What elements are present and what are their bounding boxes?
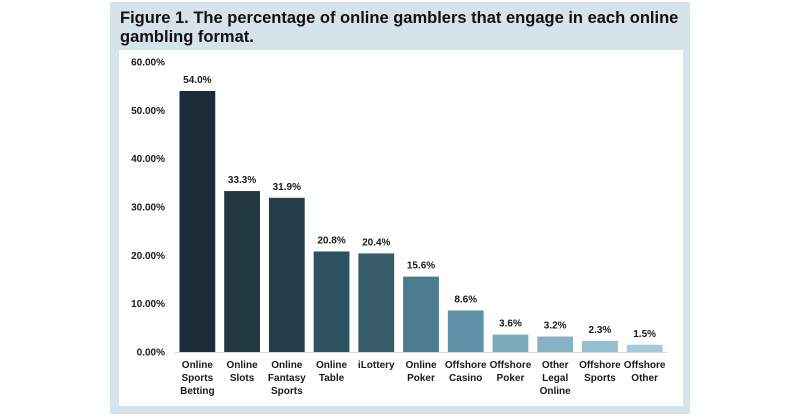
- x-category-label: Offshore Poker: [490, 360, 532, 384]
- x-category-label: Online Sports Betting: [180, 360, 214, 397]
- bar: [492, 334, 529, 352]
- y-tick-label: 30.00%: [131, 203, 165, 214]
- x-category-label: Online Fantasy Sports: [268, 360, 306, 397]
- bar: [403, 276, 439, 352]
- bar: [582, 340, 618, 352]
- bar: [626, 344, 663, 352]
- y-tick-label: 10.00%: [131, 299, 165, 310]
- bar-value-label: 20.8%: [317, 235, 345, 246]
- chart-title: Figure 1. The percentage of online gambl…: [120, 9, 679, 46]
- bar-value-label: 31.9%: [273, 182, 301, 193]
- y-tick-label: 40.00%: [131, 154, 165, 165]
- bar: [358, 253, 395, 352]
- x-category-label: Online Slots: [227, 360, 259, 384]
- y-tick-label: 0.00%: [137, 348, 165, 359]
- bar-value-label: 3.2%: [544, 321, 567, 332]
- bar-value-label: 20.4%: [362, 237, 390, 248]
- bar: [179, 91, 216, 352]
- bar-value-label: 33.3%: [228, 175, 256, 186]
- bar: [537, 336, 574, 352]
- bar-value-label: 54.0%: [183, 75, 211, 86]
- bar-value-label: 3.6%: [499, 319, 522, 330]
- x-category-label: Offshore Casino: [445, 360, 487, 384]
- bar: [224, 191, 260, 352]
- bar-value-label: 8.6%: [454, 294, 477, 305]
- bar: [447, 310, 484, 352]
- x-category-label: Offshore Other: [624, 360, 666, 384]
- x-category-label: iLottery: [358, 360, 395, 371]
- y-tick-label: 60.00%: [131, 58, 165, 69]
- x-category-label: Online Poker: [405, 360, 437, 384]
- figure-frame: Figure 1. The percentage of online gambl…: [110, 2, 690, 414]
- y-tick-label: 50.00%: [131, 106, 165, 117]
- bar-value-label: 2.3%: [589, 325, 612, 336]
- chart-panel: 0.00% 10.00% 20.00% 30.00% 40.00% 50.00% 60.00…: [119, 50, 683, 406]
- bar-value-label: 15.6%: [407, 261, 435, 272]
- x-category-label: Offshore Sports: [579, 360, 621, 384]
- bar-value-label: 1.5%: [633, 329, 656, 340]
- x-category-label: Other Legal Online: [540, 360, 572, 397]
- x-category-label: Online Table: [316, 360, 348, 384]
- y-tick-label: 20.00%: [131, 251, 165, 262]
- bar-chart: 0.00% 10.00% 20.00% 30.00% 40.00% 50.00% 60.00…: [131, 58, 667, 397]
- bar: [268, 197, 305, 352]
- bar: [313, 251, 350, 352]
